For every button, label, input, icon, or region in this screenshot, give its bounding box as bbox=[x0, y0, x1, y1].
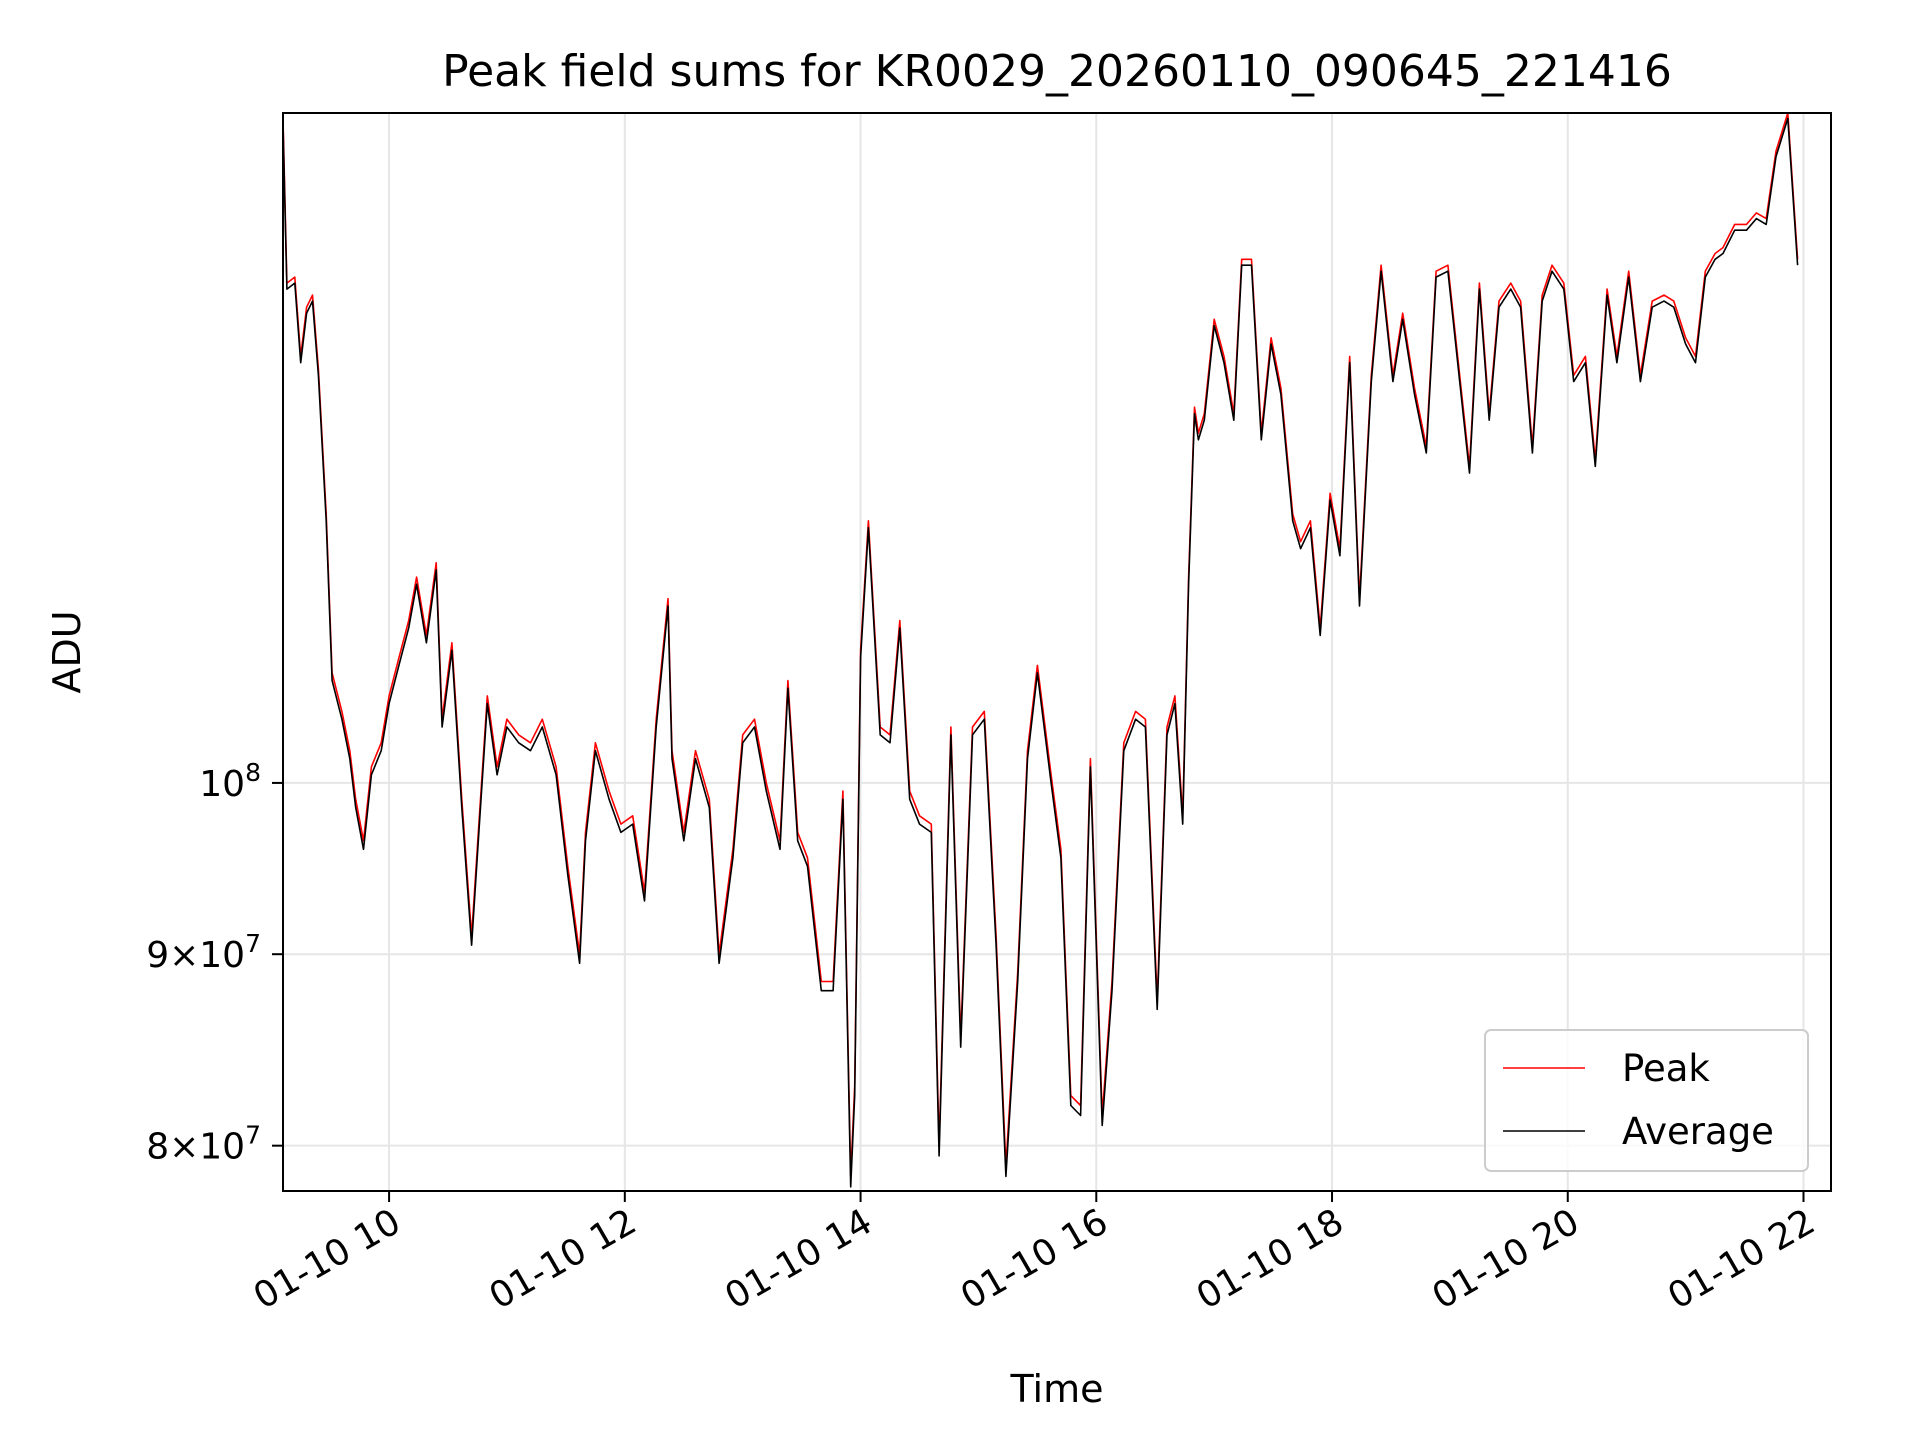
legend: Peak Average bbox=[1484, 1029, 1809, 1172]
series-layer bbox=[282, 112, 1799, 1188]
y-axis-label: ADU bbox=[45, 610, 89, 693]
legend-label-average: Average bbox=[1622, 1110, 1774, 1153]
legend-label-peak: Peak bbox=[1622, 1047, 1710, 1090]
x-axis-label: Time bbox=[1010, 1367, 1104, 1411]
series-line-average bbox=[282, 117, 1799, 1188]
grid-layer bbox=[283, 113, 1831, 1191]
plot-area-frame bbox=[282, 112, 1832, 1192]
y-tick-label: 108 bbox=[199, 758, 261, 805]
y-tick-label: 9×107 bbox=[146, 929, 261, 976]
y-tick-label: 8×107 bbox=[146, 1121, 261, 1168]
legend-box bbox=[1484, 1029, 1809, 1172]
chart-title: Peak field sums for KR0029_20260110_0906… bbox=[442, 46, 1672, 97]
